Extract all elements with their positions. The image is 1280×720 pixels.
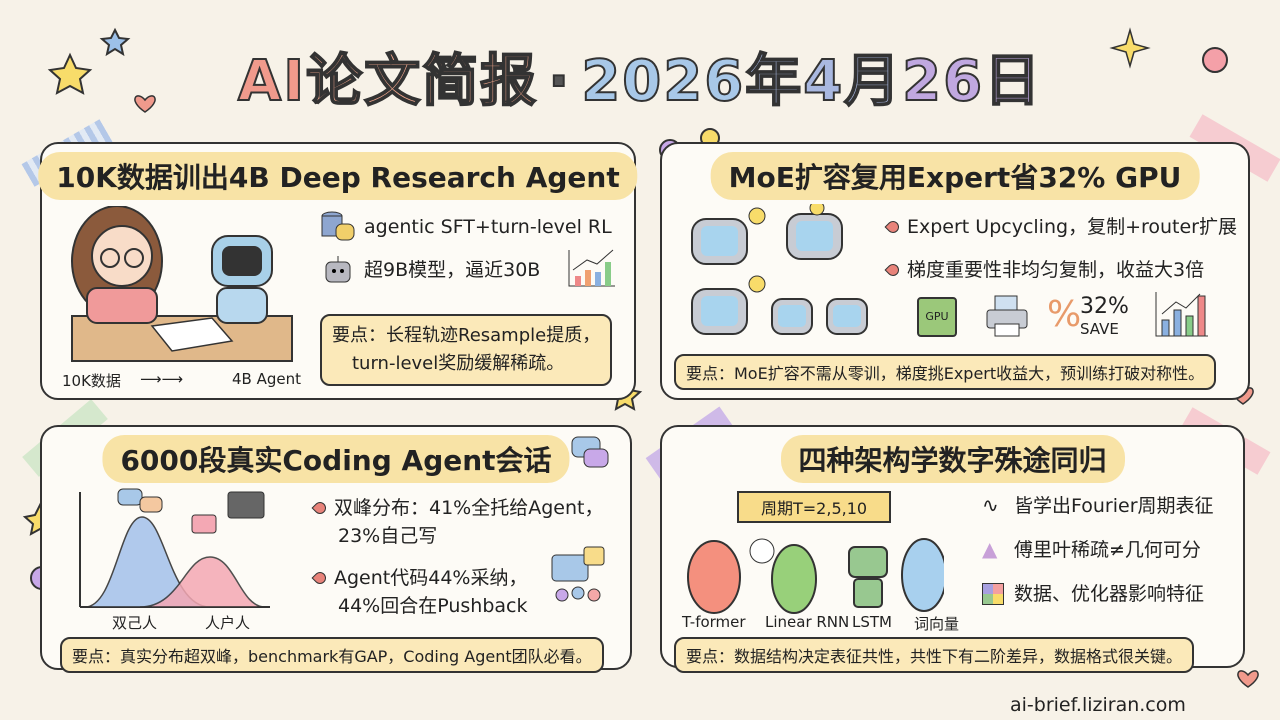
panel-deep-research: 10K数据训出4B Deep Research Agent 10K数据 ⟶⟶ 4…: [38, 142, 638, 400]
bullet: 梯度重要性非均匀复制，收益大3倍: [884, 257, 1205, 283]
bullet: Agent代码44%采纳，: [311, 565, 528, 591]
heart-icon: [134, 95, 156, 113]
arrow-icon: ⟶⟶: [140, 370, 184, 388]
key-line: 要点：长程轨迹Resample提质，: [332, 325, 601, 346]
footer-url: ai-brief.liziran.com: [1010, 694, 1186, 716]
panel-number-representation: 四种架构学数字殊途同归 周期T=2,5,10 T-former Linear R…: [660, 425, 1245, 673]
key-line: turn-level奖励缓解稀疏。: [352, 353, 565, 374]
gpu-icon: GPU: [917, 297, 957, 337]
panel-title: 10K数据训出4B Deep Research Agent: [38, 152, 638, 200]
character-label: LSTM: [852, 613, 892, 631]
panel-title: MoE扩容复用Expert省32% GPU: [710, 152, 1200, 200]
caption-to: 4B Agent: [232, 370, 302, 388]
bullet-icon: [311, 569, 329, 587]
character-label: Linear RNN: [765, 613, 850, 631]
star-icon: [99, 27, 131, 57]
bullet-text: 梯度重要性非均匀复制，收益大3倍: [907, 259, 1205, 281]
database-icon: [321, 211, 355, 241]
save-percent: 32%: [1080, 294, 1129, 319]
bullet-text: Expert Upcycling，复制+router扩展: [907, 216, 1237, 238]
title-part: 年4月: [744, 48, 903, 115]
puzzle-icon: [982, 583, 1004, 605]
axis-label: 双己人: [112, 614, 158, 632]
character-label: 词向量: [914, 615, 960, 633]
bullet-text: 数据、优化器影响特征: [1014, 583, 1205, 605]
character-label: T-former: [682, 613, 746, 631]
title-part: 论文: [305, 48, 423, 115]
robot-experts-illustration: [691, 204, 868, 335]
sparkle-icon: [1109, 27, 1151, 69]
sine-wave-icon: ∿: [982, 493, 999, 517]
heart-icon: [1237, 670, 1259, 688]
key-point: 要点：长程轨迹Resample提质， turn-level奖励缓解稀疏。: [320, 314, 613, 386]
bullet-text: 皆学出Fourier周期表征: [1014, 495, 1214, 517]
bullet-icon: [884, 261, 902, 279]
bimodal-distribution-chart: [79, 488, 270, 608]
axis-label: 人户人: [205, 614, 251, 632]
percent-icon: %: [1047, 294, 1082, 335]
star-icon: [47, 52, 93, 95]
bullet-text: 超9B模型，逼近30B: [364, 259, 541, 281]
bullet-text: 双峰分布：41%全托给Agent，: [334, 497, 604, 519]
robot-icon: [325, 256, 351, 283]
bullet-text: Agent代码44%采纳，: [334, 567, 528, 589]
panel-moe-upcycling: MoE扩容复用Expert省32% GPU Expert Upcycling，复…: [660, 142, 1250, 400]
period-banner: 周期T=2,5,10: [737, 491, 892, 523]
architecture-characters: [687, 538, 944, 614]
panel-coding-agent: 6000段真实Coding Agent会话 双己人 人户人 双峰分布：41%全托…: [40, 425, 632, 673]
girl-robot-illustration: [71, 206, 293, 362]
bullet-icon: [311, 499, 329, 517]
bullet-text: agentic SFT+turn-level RL: [364, 216, 612, 238]
bar-chart-icon: [568, 249, 615, 287]
title-part: 26日: [901, 48, 1043, 115]
key-point: 要点：数据结构决定表征共性，共性下有二阶差异，数据格式很关键。: [674, 637, 1195, 673]
bullet-icon: [884, 218, 902, 236]
pyramid-icon: ▲: [982, 537, 998, 561]
title-part: AI: [237, 48, 307, 115]
flower-icon: [1202, 47, 1228, 73]
caption-from: 10K数据: [62, 372, 121, 390]
title-part: 2026: [580, 48, 746, 115]
bullet: Expert Upcycling，复制+router扩展: [884, 214, 1237, 240]
bullet-text: 23%自己写: [338, 525, 438, 547]
key-point: 要点：MoE扩容不需从零训，梯度挑Expert收益大，预训练打破对称性。: [674, 354, 1217, 390]
panel-title: 四种架构学数字殊途同归: [780, 435, 1125, 483]
chat-bubble-icon: [571, 436, 609, 468]
bullet-text: 傅里叶稀疏≠几何可分: [1014, 539, 1201, 561]
panel-title: 6000段真实Coding Agent会话: [102, 435, 570, 483]
title-part: 简报: [421, 48, 539, 115]
bullet: 双峰分布：41%全托给Agent，: [311, 495, 604, 521]
key-point: 要点：真实分布超双峰，benchmark有GAP，Coding Agent团队必…: [60, 637, 604, 673]
printer-icon: [986, 295, 1028, 337]
title-part: ·: [547, 48, 572, 115]
team-question-icon: [551, 546, 605, 602]
bar-chart-icon: [1155, 292, 1208, 337]
bullet-text: 44%回合在Pushback: [338, 595, 528, 617]
page-title: AI论文简报 · 2026年4月26日: [0, 36, 1280, 117]
save-label: SAVE: [1080, 320, 1119, 338]
